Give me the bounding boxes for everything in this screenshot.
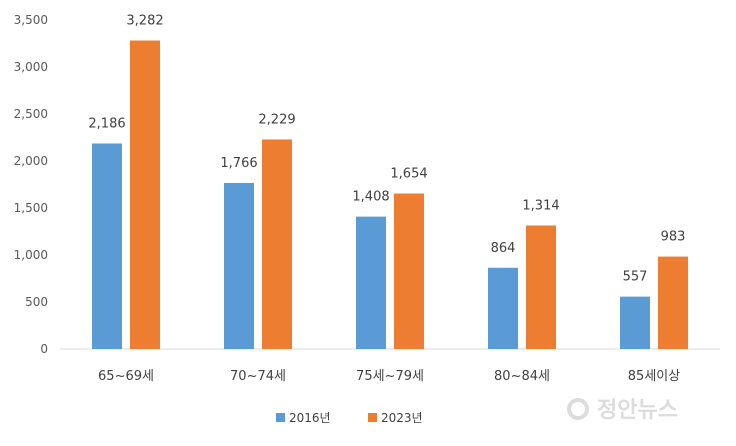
- bar: [92, 143, 122, 349]
- bar: [224, 182, 254, 349]
- y-tick-label: 3,500: [14, 13, 48, 27]
- x-category-label: 65~69세: [98, 369, 154, 384]
- y-tick-label: 2,000: [14, 154, 48, 168]
- bar-series: [92, 40, 688, 349]
- y-axis-ticks: 0 500 1,000 1,500 2,000 2,500 3,000 3,500: [14, 13, 48, 356]
- data-label: 2,186: [88, 117, 125, 132]
- bar: [488, 267, 518, 349]
- legend-swatch: [276, 413, 285, 422]
- y-tick-label: 3,000: [14, 60, 48, 74]
- bar: [262, 139, 292, 349]
- y-tick-label: 500: [25, 295, 48, 309]
- watermark-text: 정안뉴스: [597, 398, 678, 423]
- data-label: 1,408: [352, 190, 389, 205]
- x-category-label: 85세이상: [628, 369, 680, 384]
- bar: [356, 216, 386, 349]
- x-category-label: 80~84세: [494, 369, 550, 384]
- data-label: 1,654: [390, 167, 427, 182]
- data-label: 864: [491, 241, 516, 256]
- y-tick-label: 1,500: [14, 201, 48, 215]
- legend-label: 2023년: [381, 411, 423, 425]
- data-label: 557: [623, 270, 648, 285]
- data-label: 2,229: [258, 112, 295, 127]
- x-category-label: 70~74세: [230, 369, 286, 384]
- y-tick-label: 2,500: [14, 107, 48, 121]
- data-label: 1,314: [522, 198, 559, 213]
- legend-swatch: [368, 413, 377, 422]
- data-label: 983: [661, 230, 686, 245]
- y-tick-label: 1,000: [14, 248, 48, 262]
- news-logo-icon: [567, 398, 589, 420]
- bar: [658, 256, 688, 349]
- x-category-label: 75세~79세: [356, 369, 424, 384]
- legend: 2016년 2023년: [276, 411, 423, 425]
- data-label: 3,282: [126, 13, 163, 28]
- bar: [526, 225, 556, 349]
- data-label: 1,766: [220, 156, 257, 171]
- bar: [130, 40, 160, 349]
- x-axis-categories: 65~69세 70~74세 75세~79세 80~84세 85세이상: [98, 369, 680, 384]
- bar: [394, 193, 424, 349]
- legend-label: 2016년: [289, 411, 331, 425]
- y-tick-label: 0: [40, 342, 48, 356]
- bar: [620, 296, 650, 349]
- watermark: 정안뉴스: [567, 398, 678, 423]
